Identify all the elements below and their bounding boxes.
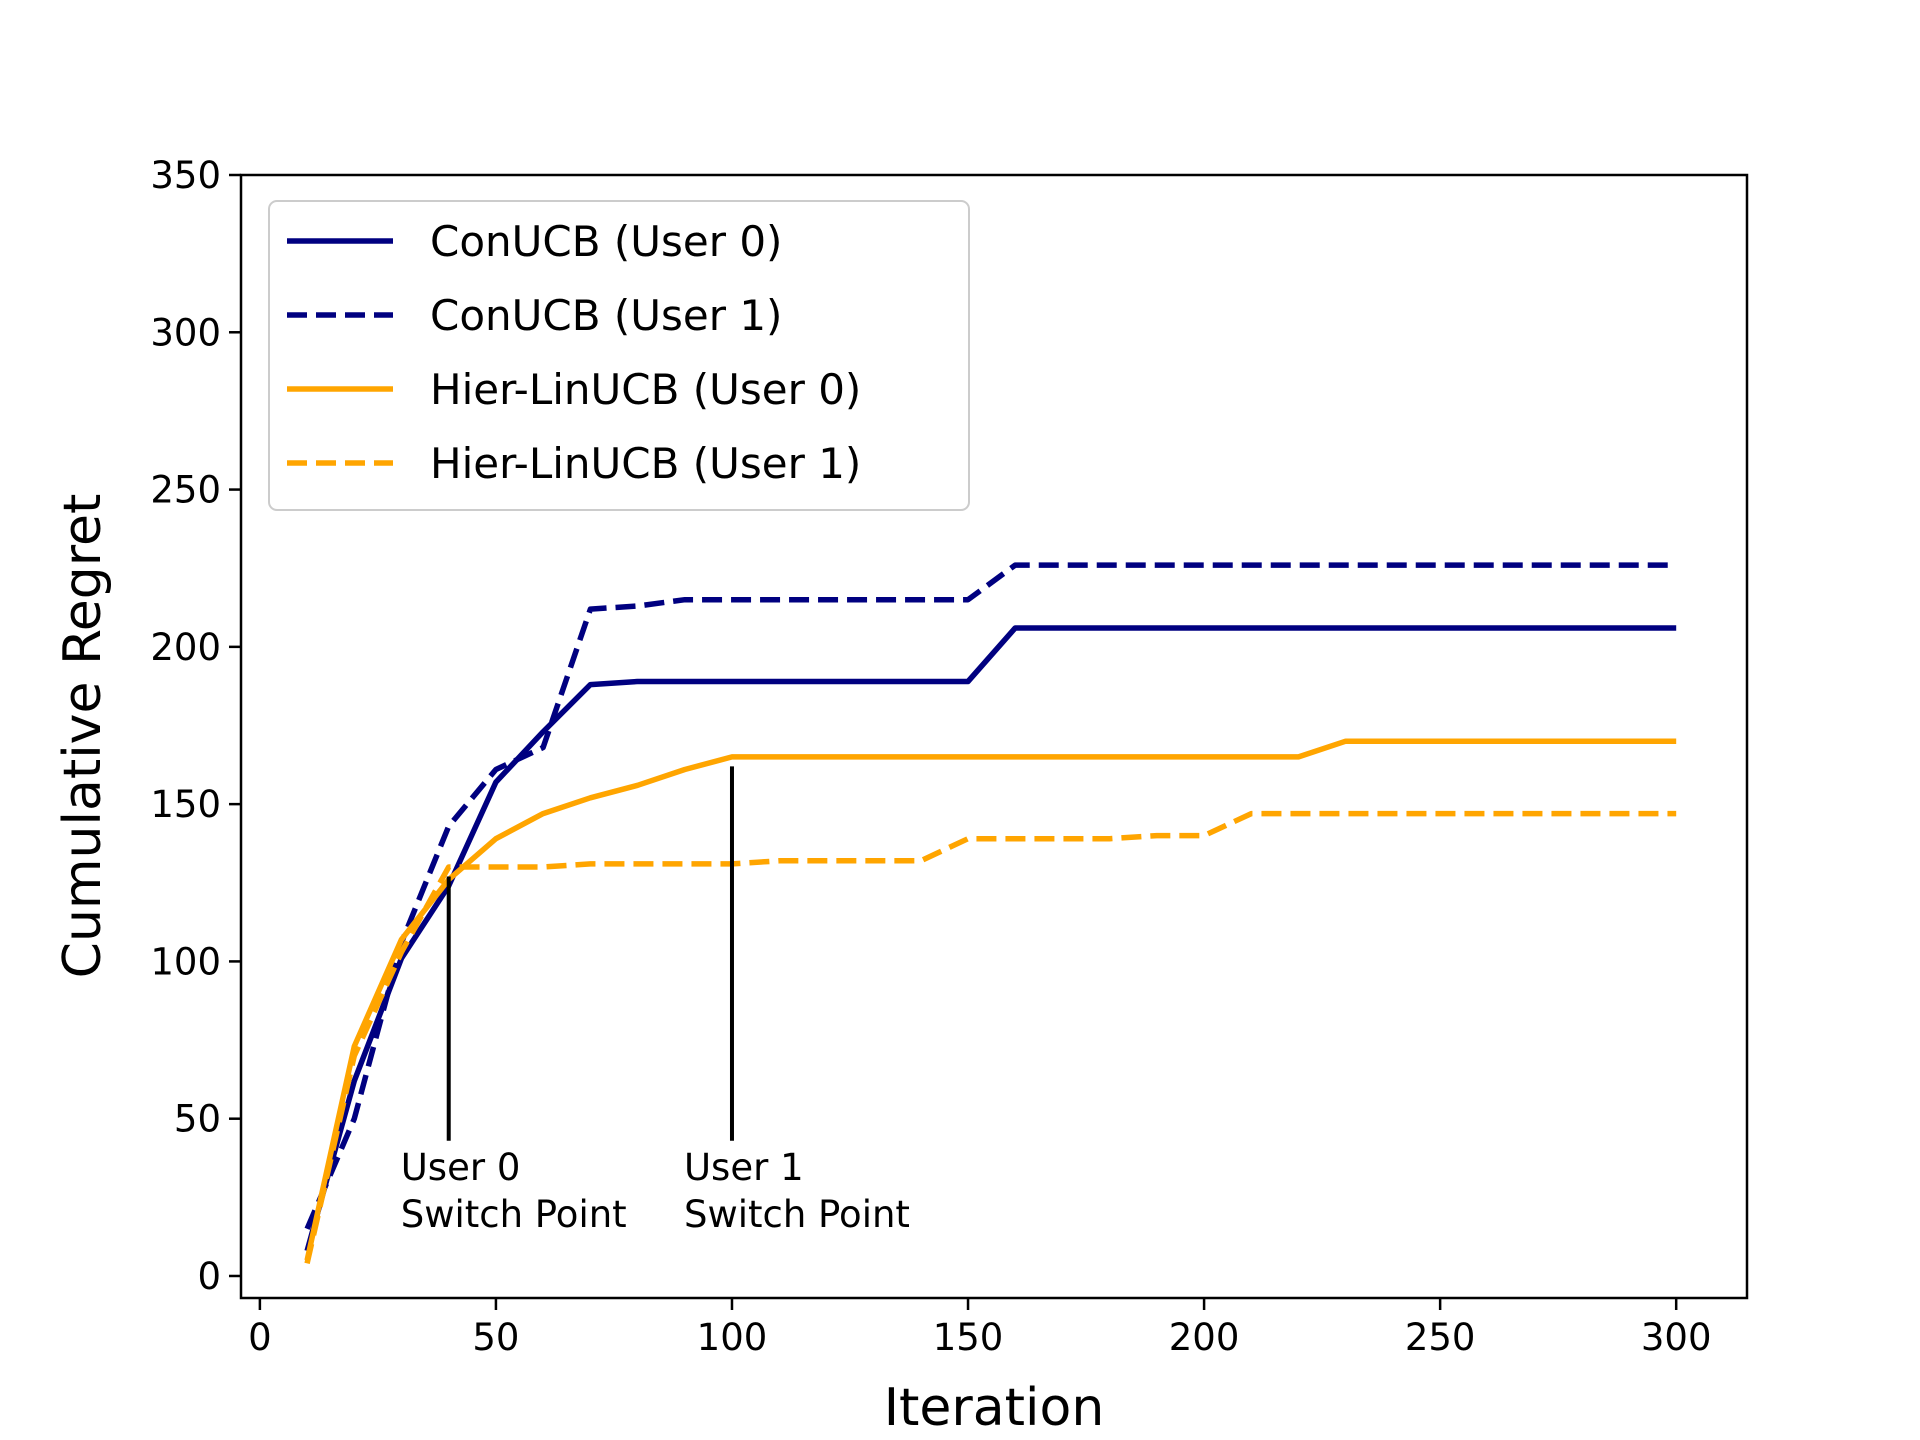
y-tick-label-0: 0 bbox=[197, 1255, 221, 1298]
legend-label-conucb-user1: ConUCB (User 1) bbox=[430, 291, 782, 340]
x-tick-label-100: 100 bbox=[697, 1316, 768, 1359]
x-axis-label: Iteration bbox=[884, 1378, 1105, 1438]
annotation-text-1-line1: User 1 bbox=[684, 1146, 804, 1189]
legend-label-hierlinucb-user1: Hier-LinUCB (User 1) bbox=[430, 439, 861, 488]
annotation-text-0-line2: Switch Point bbox=[401, 1193, 627, 1236]
y-tick-label-100: 100 bbox=[150, 940, 221, 983]
y-tick-label-250: 250 bbox=[150, 469, 221, 512]
legend: ConUCB (User 0) ConUCB (User 1) Hier-Lin… bbox=[268, 200, 970, 511]
legend-label-hierlinucb-user0: Hier-LinUCB (User 0) bbox=[430, 365, 861, 414]
x-tick-label-200: 200 bbox=[1169, 1316, 1240, 1359]
y-tick-label-200: 200 bbox=[150, 626, 221, 669]
y-tick-label-300: 300 bbox=[150, 311, 221, 354]
x-tick-label-50: 50 bbox=[472, 1316, 519, 1359]
x-tick-label-300: 300 bbox=[1641, 1316, 1712, 1359]
y-axis-label: Cumulative Regret bbox=[53, 494, 113, 979]
series-layer bbox=[304, 562, 1677, 1265]
annotation-text-1-line2: Switch Point bbox=[684, 1193, 910, 1236]
tick-layer: 0 50 100 150 200 250 300 0 50 100 150 200 250 300 350 bbox=[150, 154, 1711, 1359]
series-line-hier-linucb-user-0 bbox=[304, 738, 1677, 1261]
series-line-conucb-user-0 bbox=[304, 625, 1677, 1252]
plot-frame bbox=[239, 173, 1749, 1300]
legend-label-conucb-user0: ConUCB (User 0) bbox=[430, 217, 782, 266]
y-tick-label-350: 350 bbox=[150, 154, 221, 197]
x-tick-label-150: 150 bbox=[933, 1316, 1004, 1359]
x-tick-label-0: 0 bbox=[248, 1316, 272, 1359]
annotation-text-0-line1: User 0 bbox=[401, 1146, 521, 1189]
series-line-hier-linucb-user-1 bbox=[304, 810, 1677, 1265]
series-line-conucb-user-1 bbox=[304, 562, 1677, 1230]
legend-frame bbox=[268, 200, 970, 511]
y-tick-label-150: 150 bbox=[150, 783, 221, 826]
y-tick-label-50: 50 bbox=[174, 1098, 221, 1141]
x-tick-label-250: 250 bbox=[1405, 1316, 1476, 1359]
